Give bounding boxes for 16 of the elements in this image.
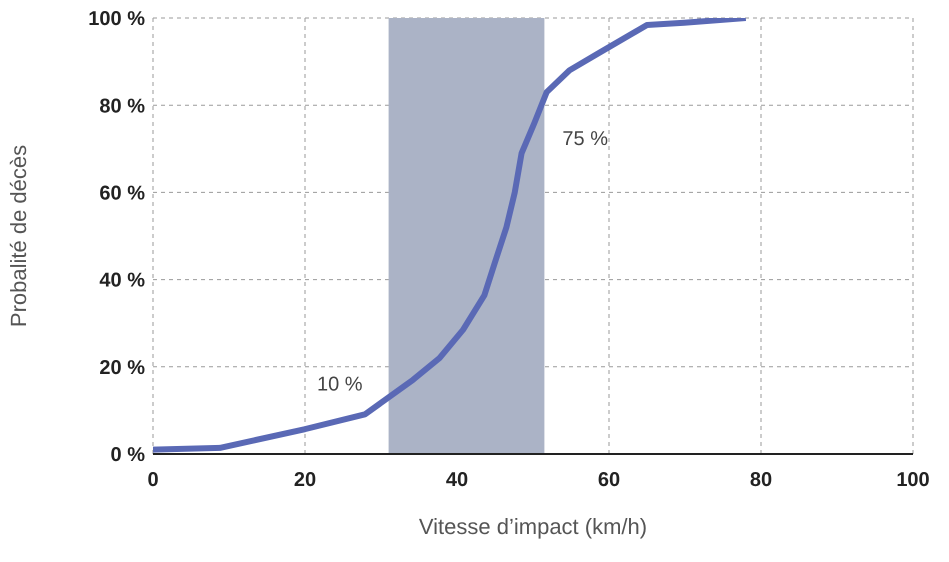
- x-tick-label: 40: [446, 469, 468, 492]
- x-tick-label: 20: [294, 469, 316, 492]
- y-tick-label: 20 %: [99, 356, 146, 379]
- y-axis-title: Probalité de décès: [6, 144, 31, 328]
- y-tick-label: 80 %: [99, 95, 146, 118]
- y-tick-label: 60 %: [99, 182, 146, 204]
- y-tick-label: 0 %: [110, 444, 146, 466]
- y-tick-label: 40 %: [99, 270, 146, 292]
- x-tick-label: 80: [750, 469, 772, 492]
- x-tick-label: 100: [896, 469, 930, 492]
- x-tick-label: 0: [147, 469, 159, 492]
- x-tick-label: 60: [598, 469, 620, 492]
- y-tick-label: 100 %: [88, 8, 146, 30]
- annotation: 75 %: [562, 128, 608, 150]
- annotation: 10 %: [317, 373, 363, 396]
- x-axis-title: Vitesse d’impact (km/h): [418, 514, 648, 539]
